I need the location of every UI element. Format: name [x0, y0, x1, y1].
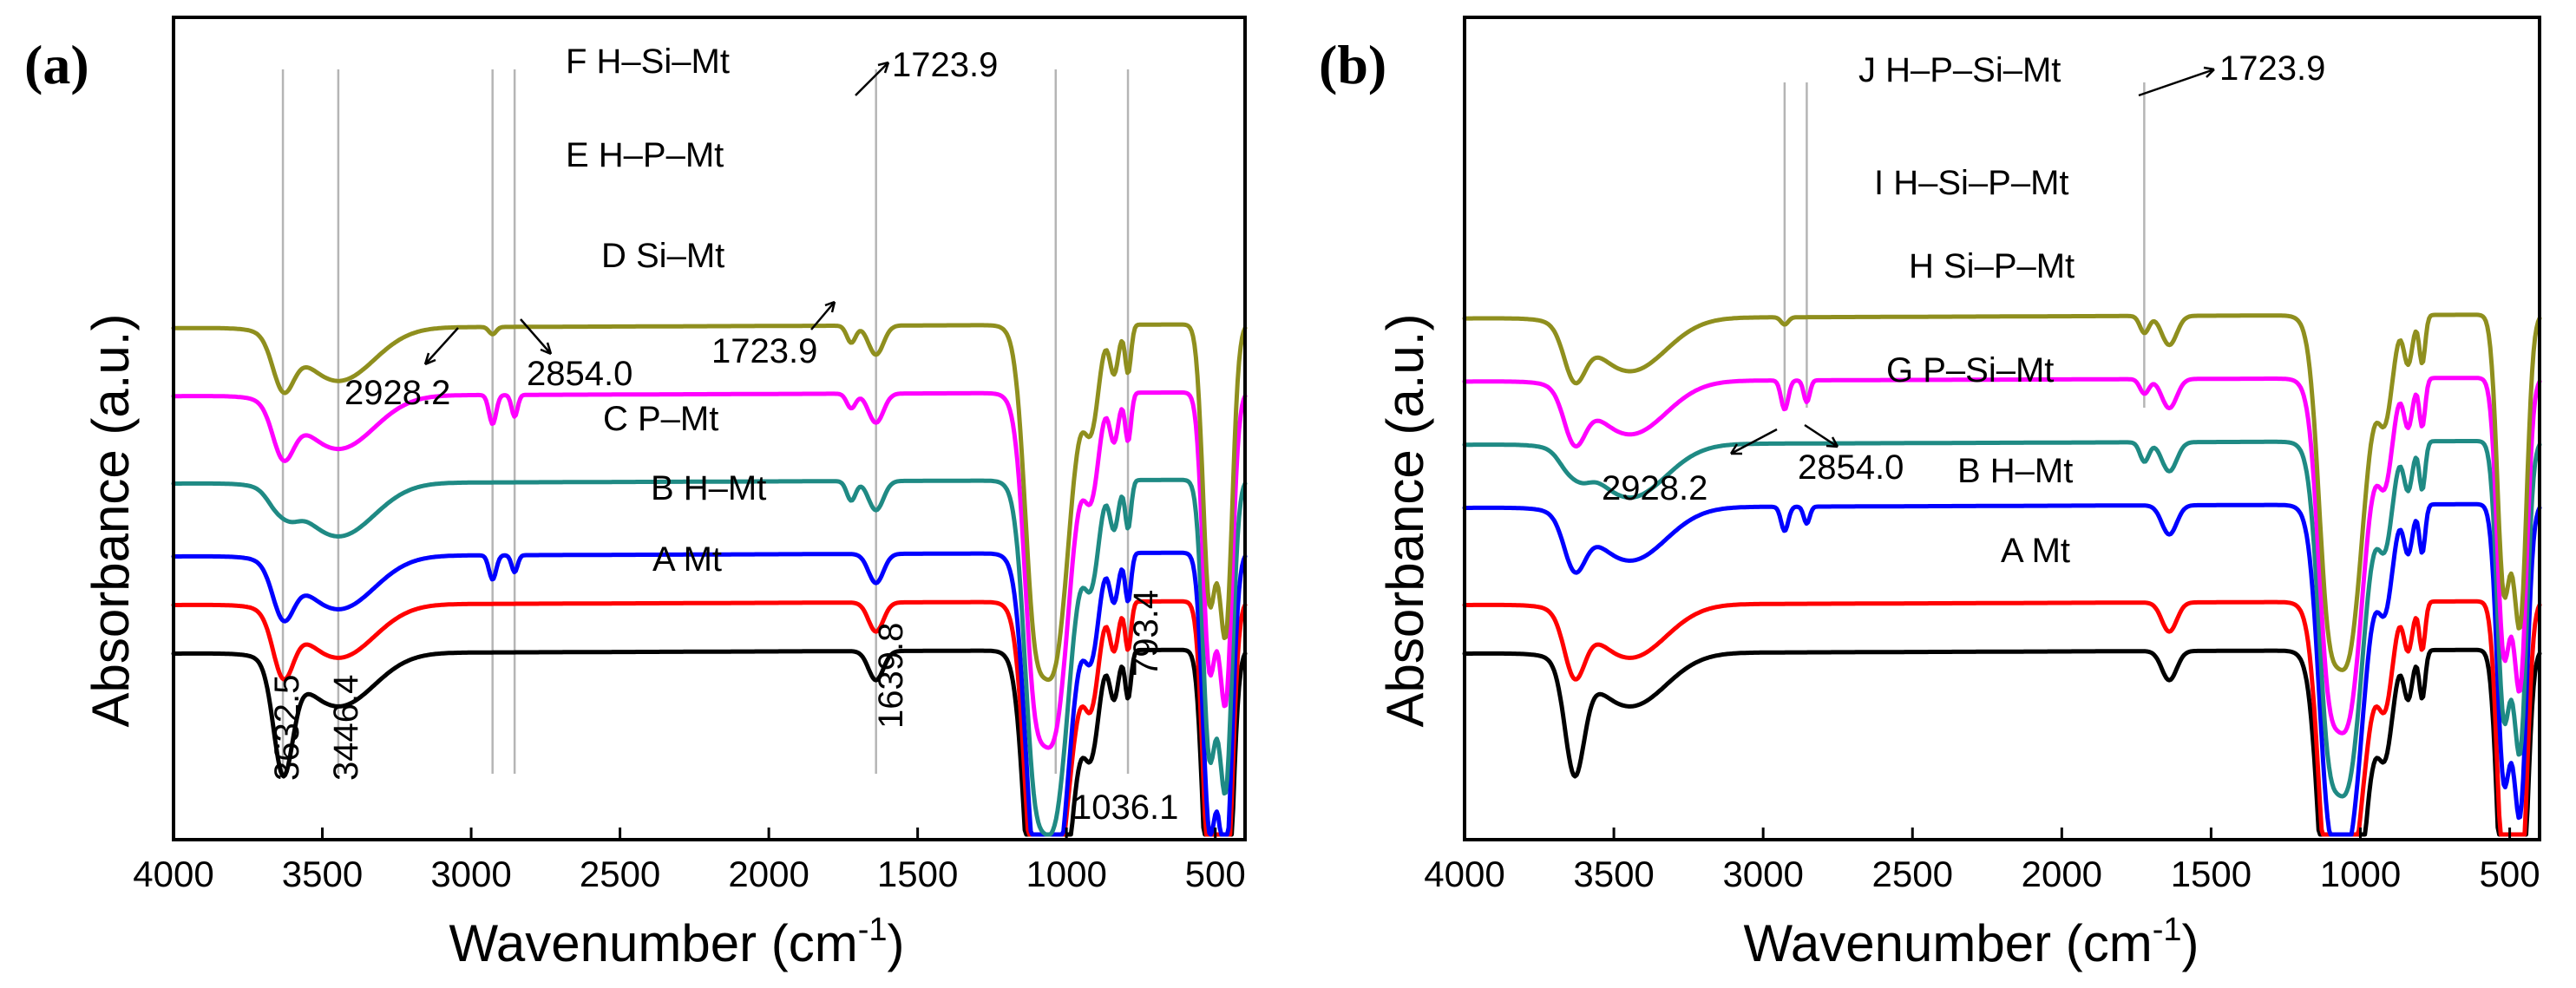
spectrum-b-0: [1462, 647, 2542, 837]
spectrum-b-5: [1462, 312, 2542, 672]
y-axis-title-b: Absorbance (a.u.): [1376, 314, 1434, 728]
annot-b-1723: 1723.9: [2219, 49, 2325, 88]
panel-label-b: (b): [1319, 34, 1386, 95]
plot-frame-a: [172, 16, 1247, 841]
spectrum-b-1: [1462, 599, 2542, 837]
series-label-a-mt: A Mt: [652, 540, 722, 579]
annot-b-2928: 2928.2: [1602, 469, 1708, 507]
series-label-d-simt: D Si–Mt: [601, 237, 724, 275]
arrow-a-1723-lower: [810, 300, 836, 330]
series-label-c-pmt: C P–Mt: [603, 400, 718, 438]
x-tick-label-a-3000: 3000: [430, 854, 511, 894]
panel-label-a: (a): [24, 34, 89, 95]
arrow-a-2928: [423, 327, 459, 366]
series-label-e-hpmt: E H–P–Mt: [566, 136, 724, 174]
spectrum-b-4: [1462, 376, 2542, 736]
series-label-j-hpsimt: J H–P–Si–Mt: [1858, 51, 2061, 89]
annot-a-1036: 1036.1: [1072, 788, 1178, 827]
series-label-g-psimt: G P–Si–Mt: [1886, 351, 2054, 389]
x-tick-label-b-4000: 4000: [1424, 854, 1504, 894]
arrow-b-2928: [1729, 428, 1778, 455]
x-axis-b: 4000 3500 3000 2500 2000 1500 1000 500: [1424, 828, 2540, 894]
x-tick-label-a-1000: 1000: [1026, 854, 1106, 894]
x-axis-title-a: Wavenumber (cm-1): [449, 912, 905, 972]
annot-a-1723-upper: 1723.9: [892, 46, 998, 84]
series-label-i-hsipmt: I H–Si–P–Mt: [1874, 164, 2069, 202]
annot-a-1723-lower: 1723.9: [711, 332, 817, 370]
arrow-a-2854: [520, 318, 553, 356]
spectrum-b-2: [1462, 501, 2542, 837]
annot-a-1639: 1639.8: [872, 623, 910, 729]
spectrum-a-2: [171, 550, 1248, 837]
series-label-f-hsimt: F H–Si–Mt: [566, 43, 730, 81]
x-tick-label-b-1000: 1000: [2320, 854, 2401, 894]
x-tick-label-a-500: 500: [1185, 854, 1246, 894]
x-tick-label-a-2000: 2000: [728, 854, 809, 894]
arrow-b-1723: [2138, 66, 2215, 97]
series-label-b-hmt: B H–Mt: [651, 469, 766, 507]
panel-b: (b) Absorbance (a.u.) Wavenumber (cm-1) …: [1319, 16, 2542, 972]
panel-a: (a) Absorbance (a.u.) Wavenumber (cm-1) …: [24, 16, 1248, 972]
x-tick-label-a-4000: 4000: [133, 854, 213, 894]
series-label-b-b-hmt: B H–Mt: [1957, 452, 2073, 490]
x-axis-a: 4000 3500 3000 2500 2000 1500 1000 500: [133, 828, 1246, 894]
annot-a-2854: 2854.0: [527, 355, 633, 393]
x-tick-label-b-2500: 2500: [1872, 854, 1953, 894]
reference-lines-b: [1783, 82, 2146, 408]
arrow-a-1723-upper: [855, 61, 890, 96]
x-axis-title-b: Wavenumber (cm-1): [1744, 912, 2199, 972]
spectrum-b-3: [1462, 439, 2542, 799]
annot-a-3632: 3632.5: [268, 675, 306, 781]
spectrum-a-5: [171, 322, 1248, 683]
x-tick-label-a-1500: 1500: [877, 854, 958, 894]
x-tick-label-b-2000: 2000: [2022, 854, 2102, 894]
spectra-a: [171, 322, 1248, 837]
x-tick-label-b-500: 500: [2480, 854, 2540, 894]
annot-a-793: 793.4: [1127, 590, 1165, 677]
annot-b-2854: 2854.0: [1798, 448, 1904, 487]
x-tick-label-b-3000: 3000: [1722, 854, 1803, 894]
spectra-b: [1462, 312, 2542, 837]
series-label-h-sipmt: H Si–P–Mt: [1909, 247, 2075, 285]
x-tick-label-a-2500: 2500: [580, 854, 660, 894]
annot-a-2928: 2928.2: [344, 374, 450, 412]
y-axis-title-a: Absorbance (a.u.): [82, 314, 140, 728]
arrow-b-2854: [1804, 423, 1839, 448]
spectrum-a-4: [171, 390, 1248, 750]
x-tick-label-b-1500: 1500: [2171, 854, 2252, 894]
series-label-b-a-mt: A Mt: [2001, 532, 2070, 570]
annot-a-3446: 3446.4: [327, 675, 365, 781]
x-tick-label-a-3500: 3500: [282, 854, 363, 894]
spectrum-a-3: [171, 477, 1248, 837]
plot-frame-b: [1463, 16, 2541, 841]
x-tick-label-b-3500: 3500: [1573, 854, 1654, 894]
